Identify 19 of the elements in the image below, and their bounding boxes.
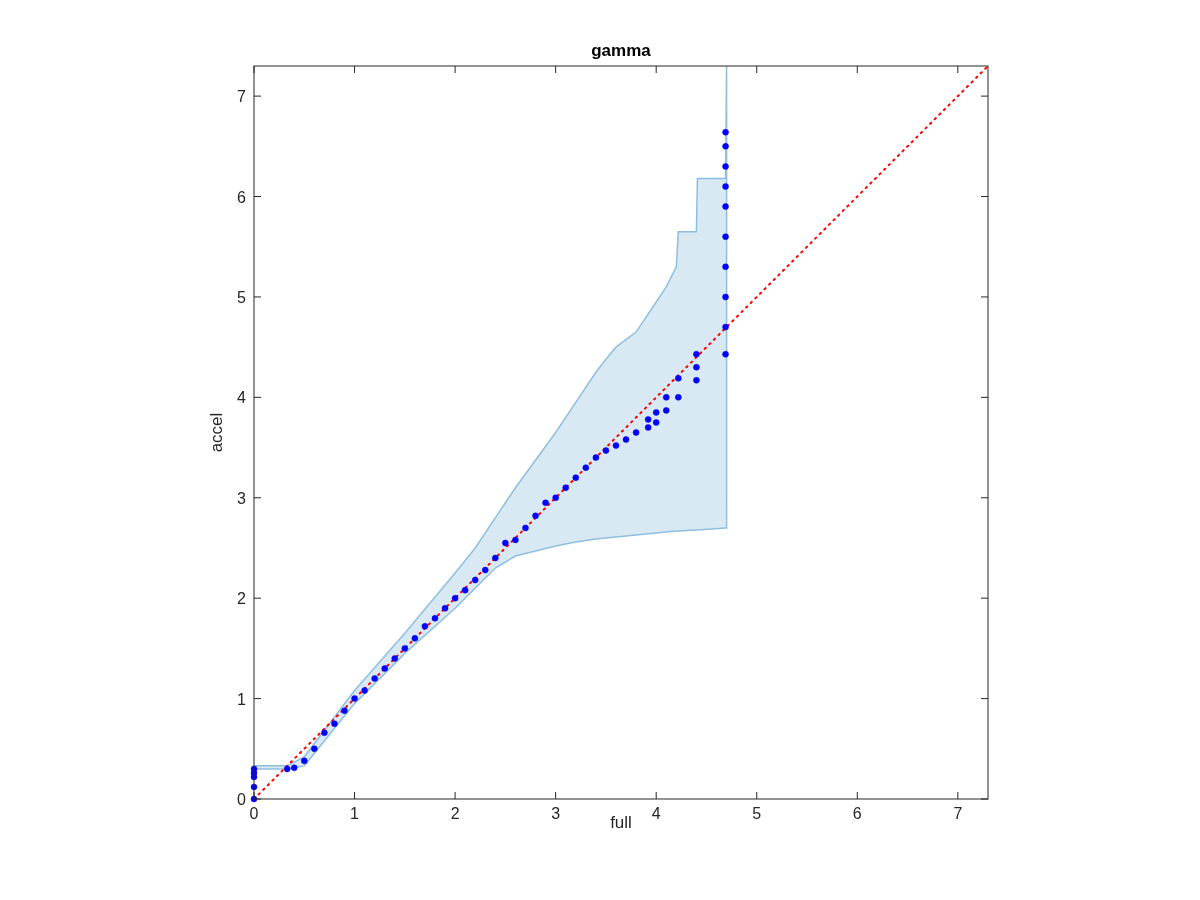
x-axis-title: full xyxy=(610,813,632,832)
y-tick-label: 3 xyxy=(237,489,247,507)
x-tick-label: 0 xyxy=(249,805,259,822)
x-tick-label: 2 xyxy=(450,805,460,822)
chart-title: gamma xyxy=(591,41,652,60)
y-tick-label: 1 xyxy=(237,690,247,708)
x-tick-label: 1 xyxy=(350,805,360,822)
y-tick-label: 6 xyxy=(237,188,247,206)
y-tick-label: 2 xyxy=(237,590,247,608)
x-tick-label: 6 xyxy=(852,805,862,822)
y-axis-title: accel xyxy=(207,412,226,453)
y-tick-label: 5 xyxy=(237,288,247,306)
y-tick-label: 7 xyxy=(237,88,247,106)
x-tick-label: 7 xyxy=(953,805,963,822)
y-tick-label: 0 xyxy=(237,791,247,808)
y-tick-label: 4 xyxy=(237,389,247,407)
x-tick-label: 3 xyxy=(551,805,561,822)
x-tick-label: 5 xyxy=(752,805,762,822)
x-tick-label: 4 xyxy=(651,805,661,822)
